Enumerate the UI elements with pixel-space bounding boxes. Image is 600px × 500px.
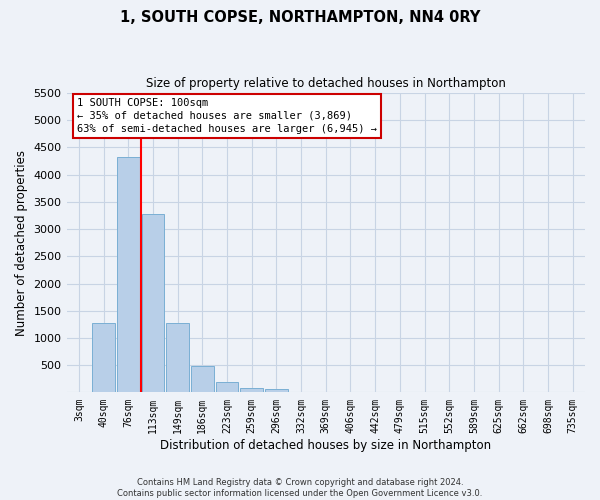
X-axis label: Distribution of detached houses by size in Northampton: Distribution of detached houses by size … [160,440,491,452]
Text: 1 SOUTH COPSE: 100sqm
← 35% of detached houses are smaller (3,869)
63% of semi-d: 1 SOUTH COPSE: 100sqm ← 35% of detached … [77,98,377,134]
Bar [215,382,238,392]
Bar [191,366,214,392]
Title: Size of property relative to detached houses in Northampton: Size of property relative to detached ho… [146,78,506,90]
Bar [117,156,140,392]
Y-axis label: Number of detached properties: Number of detached properties [15,150,28,336]
Text: 1, SOUTH COPSE, NORTHAMPTON, NN4 0RY: 1, SOUTH COPSE, NORTHAMPTON, NN4 0RY [120,10,480,25]
Bar [142,214,164,392]
Bar [265,389,288,392]
Bar [241,388,263,392]
Bar [92,324,115,392]
Text: Contains HM Land Registry data © Crown copyright and database right 2024.
Contai: Contains HM Land Registry data © Crown c… [118,478,482,498]
Bar [166,323,189,392]
